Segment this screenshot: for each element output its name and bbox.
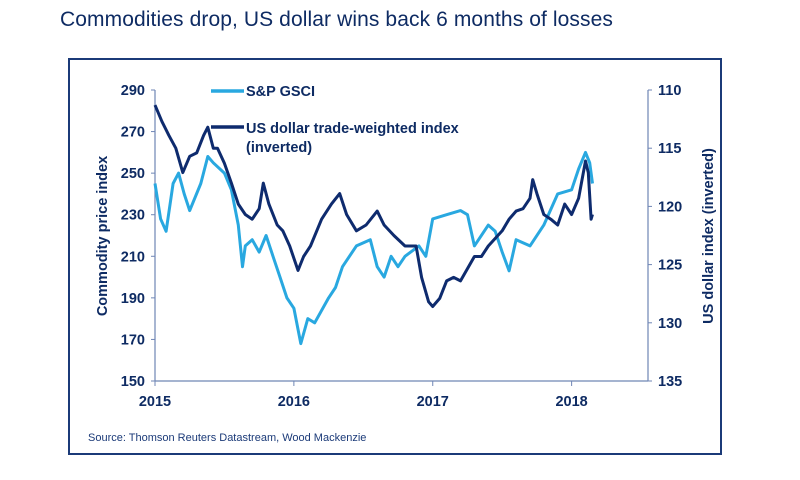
y-tick-label: 170 [121, 332, 145, 348]
y-tick-label: 210 [121, 249, 145, 265]
chart-frame [68, 58, 722, 455]
y-tick-label: 190 [121, 291, 145, 307]
x-tick-label: 2015 [139, 394, 171, 410]
y-tick-label: 150 [121, 374, 145, 390]
axes [151, 89, 652, 386]
legend: S&P GSCI US dollar trade-weighted index … [211, 84, 463, 156]
legend-label-gsci: S&P GSCI [246, 84, 315, 100]
x-tick-label: 2018 [555, 394, 587, 410]
legend-label-usd-line2: (inverted) [246, 140, 312, 156]
y-tick-label: 290 [121, 83, 145, 99]
tick-labels: 150 170 190 210 230 250 270 290 110 115 120 125 130 1… [121, 83, 682, 410]
y2-axis-label: US dollar index (inverted) [701, 148, 717, 324]
y2-tick-label: 110 [658, 83, 681, 99]
x-tick-label: 2016 [278, 394, 310, 410]
source-note: Source: Thomson Reuters Datastream, Wood… [88, 432, 367, 444]
y2-tick-label: 115 [658, 141, 681, 157]
legend-label-usd-line1: US dollar trade-weighted index [246, 121, 459, 137]
y-tick-label: 270 [121, 125, 145, 141]
y2-tick-label: 120 [658, 199, 682, 215]
y-axis-label: Commodity price index [95, 156, 111, 316]
x-tick-label: 2017 [417, 394, 449, 410]
y2-tick-label: 130 [658, 316, 682, 332]
series-line-us-dollar [153, 104, 594, 308]
y2-tick-label: 135 [658, 374, 682, 390]
series-line-sp-gsci [153, 150, 594, 346]
y2-tick-label: 125 [658, 258, 682, 274]
page-title: Commodities drop, US dollar wins back 6 … [60, 8, 613, 31]
y-tick-label: 250 [121, 166, 145, 182]
y-tick-label: 230 [121, 208, 145, 224]
series-lines [153, 104, 594, 346]
legend-label-usd: US dollar trade-weighted index (inverted… [246, 121, 463, 156]
